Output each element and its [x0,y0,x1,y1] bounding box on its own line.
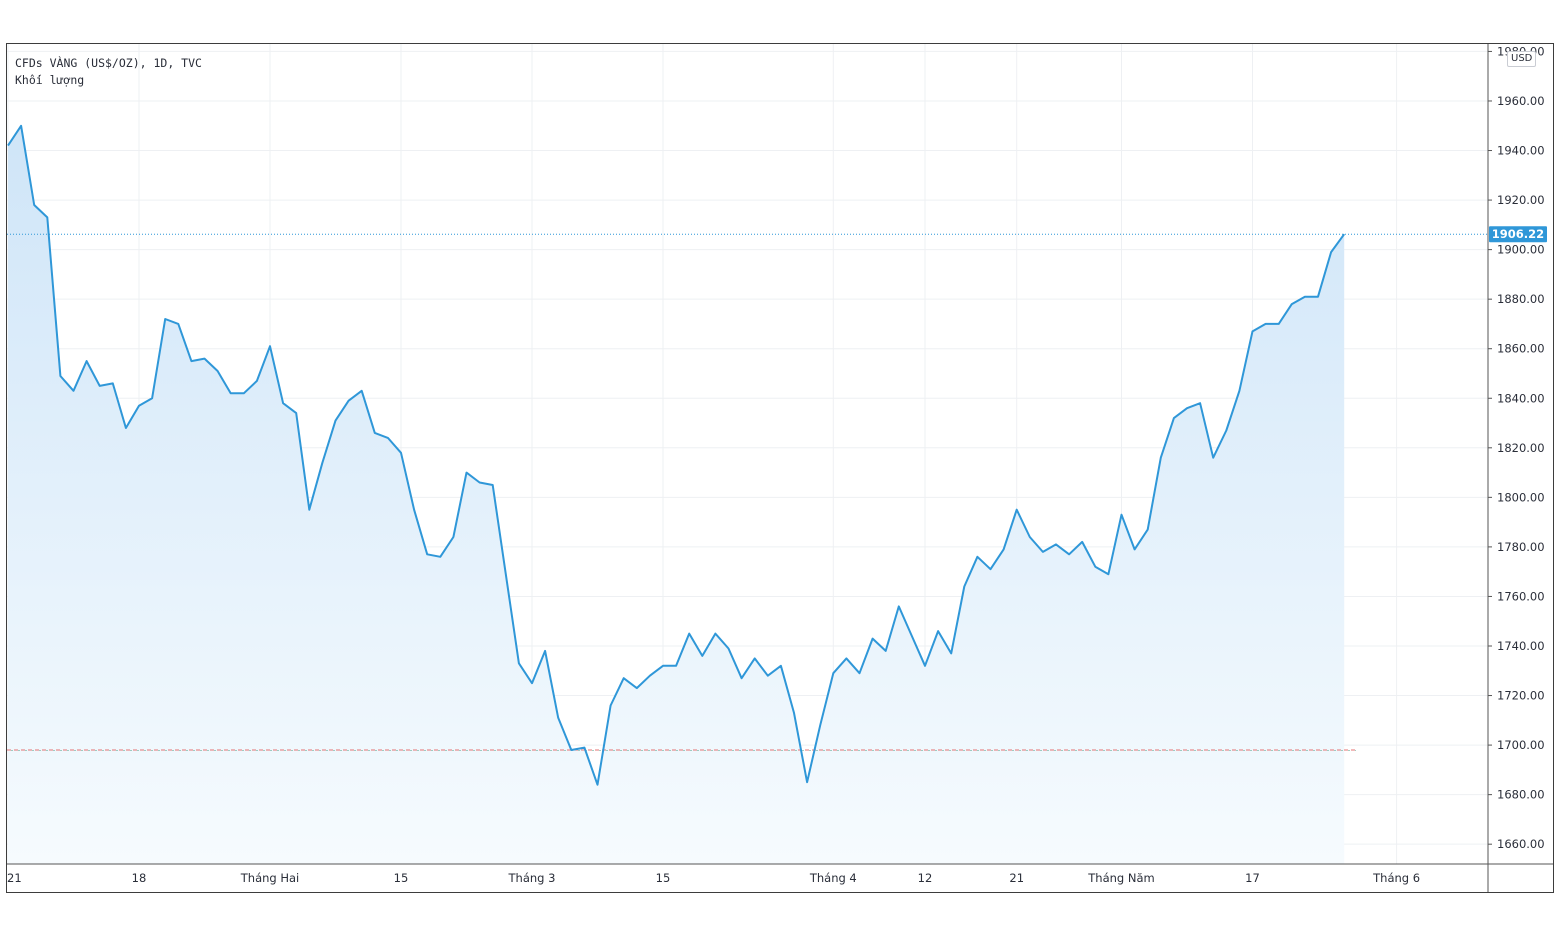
x-tick-label: 21 [7,871,22,885]
y-tick-label: 1700.00 [1497,738,1545,752]
y-tick-label: 1960.00 [1497,94,1545,108]
y-tick-label: 1880.00 [1497,292,1545,306]
price-area-fill [8,125,1345,864]
x-tick-label: Tháng Năm [1087,871,1154,885]
y-tick-label: 1720.00 [1497,689,1545,703]
y-tick-label: 1660.00 [1497,837,1545,851]
y-tick-label: 1820.00 [1497,441,1545,455]
last-price-tag [1489,226,1547,243]
last-price-label: 1906.22 [1492,227,1544,241]
x-tick-label: 21 [1009,871,1024,885]
y-tick-label: 1780.00 [1497,540,1545,554]
x-tick-label: Tháng Hai [240,871,300,885]
y-tick-label: 1760.00 [1497,589,1545,603]
currency-button[interactable]: USD [1507,51,1537,67]
chart-legend-volume: Khối lượng [15,73,85,87]
x-tick-label: 15 [656,871,671,885]
y-tick-label: 1680.00 [1497,788,1545,802]
x-tick-label: 15 [394,871,409,885]
y-tick-label: 1900.00 [1497,243,1545,257]
y-tick-label: 1920.00 [1497,193,1545,207]
x-tick-label: Tháng 4 [809,871,857,885]
x-tick-label: 12 [918,871,933,885]
x-tick-label: Tháng 6 [1372,871,1420,885]
y-tick-label: 1940.00 [1497,144,1545,158]
x-tick-label: 17 [1245,871,1260,885]
y-tick-label: 1860.00 [1497,342,1545,356]
x-tick-label: 18 [132,871,147,885]
y-tick-label: 1840.00 [1497,391,1545,405]
x-tick-label: Tháng 3 [508,871,556,885]
chart-legend-symbol: CFDs VÀNG (US$/OZ), 1D, TVC [15,56,202,70]
y-tick-label: 1740.00 [1497,639,1545,653]
y-tick-label: 1800.00 [1497,490,1545,504]
price-line [7,124,1346,786]
